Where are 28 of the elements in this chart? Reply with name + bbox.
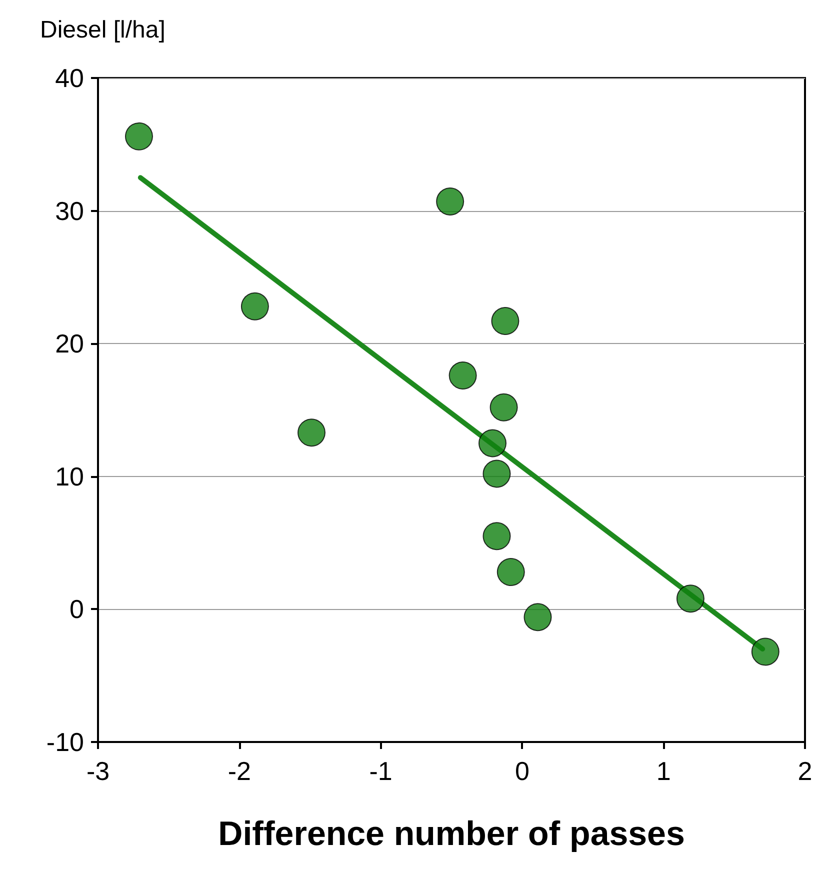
x-axis-title: Difference number of passes: [218, 815, 685, 853]
y-tick-label: 10: [55, 461, 84, 492]
x-tick-label: -2: [228, 756, 251, 786]
point: [490, 393, 518, 422]
x-tick-label: -3: [86, 756, 110, 786]
point: [482, 522, 511, 550]
x-tick-label: 0: [514, 756, 530, 786]
point: [298, 418, 326, 447]
point: [482, 460, 511, 488]
y-tick-label: 20: [55, 328, 84, 359]
point: [676, 584, 704, 613]
point: [496, 558, 525, 586]
point: [524, 603, 552, 632]
point: [478, 429, 507, 458]
y-tick-label: -10: [46, 727, 84, 757]
x-tick-label: 1: [656, 756, 671, 786]
y-tick-label: 40: [55, 63, 84, 93]
x-tick-label: 2: [798, 756, 812, 786]
point: [448, 361, 477, 390]
y-axis-title: Diesel [l/ha]: [40, 16, 166, 44]
point: [436, 188, 464, 216]
point: [125, 122, 154, 150]
point: [491, 307, 520, 336]
x-tick-label: -1: [369, 756, 392, 786]
y-tick-label: 0: [70, 594, 84, 624]
point: [751, 638, 780, 666]
y-tick-label: 30: [55, 196, 84, 226]
point: [240, 292, 269, 320]
